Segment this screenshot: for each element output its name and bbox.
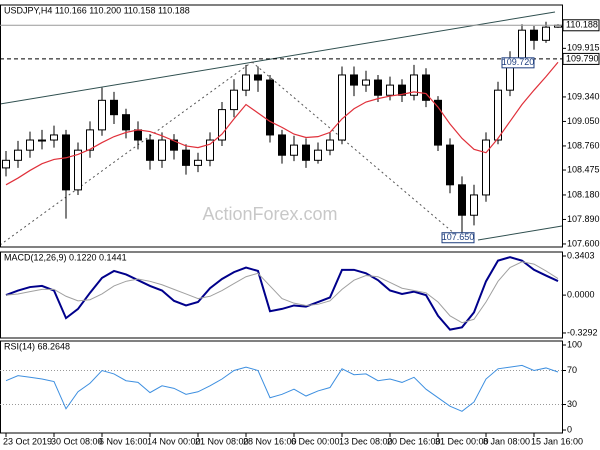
annotation-box	[501, 57, 535, 69]
candle-body	[122, 114, 130, 131]
level-box	[562, 52, 600, 65]
pane-frame	[0, 4, 563, 248]
y-tick-label: 0	[567, 424, 572, 434]
y-tick-label: 100	[567, 339, 582, 349]
candle-body	[146, 139, 154, 161]
candle-body	[446, 144, 454, 186]
x-tick-label: 20 Dec 16:00	[387, 436, 441, 446]
y-tick-label: 108.180	[567, 189, 600, 199]
candle-body	[362, 79, 370, 86]
x-tick-label: 30 Oct 08:00	[51, 436, 103, 446]
pane-title: RSI(14) 68.2648	[4, 341, 70, 351]
indicator-line	[5, 261, 559, 324]
level-label: 109.790	[566, 53, 599, 63]
candle-body	[194, 159, 202, 166]
candle-body	[542, 26, 550, 41]
candle-body	[110, 99, 118, 116]
candle-body	[26, 139, 34, 151]
last-price-box	[562, 19, 600, 32]
x-tick-label: 6 Nov 16:00	[99, 436, 148, 446]
y-tick-label: -0.3292	[567, 327, 598, 337]
candle-body	[458, 184, 466, 216]
candle-body	[218, 109, 226, 141]
pane-title: USDJPY,H4 110.166 110.200 110.158 110.18…	[4, 5, 190, 15]
candle-body	[74, 149, 82, 191]
candle-body	[266, 79, 274, 136]
y-tick-label: 0.0000	[567, 289, 595, 299]
candle-body	[374, 79, 382, 96]
candle-body	[338, 74, 346, 141]
x-tick-label: 13 Dec 08:00	[339, 436, 393, 446]
y-tick-label: 108.760	[567, 140, 600, 150]
y-tick-label: 30	[567, 399, 577, 409]
candle-body	[398, 84, 406, 96]
candle-body	[494, 89, 502, 141]
y-tick-label: 109.340	[567, 91, 600, 101]
y-tick-label: 109.050	[567, 116, 600, 126]
candle-body	[350, 74, 358, 86]
annotation-label: 109.720	[502, 57, 535, 67]
candle-body	[170, 139, 178, 151]
x-tick-label: 23 Oct 2019	[3, 436, 52, 446]
candle-body	[230, 89, 238, 111]
candle-body	[530, 29, 538, 41]
indicator-line	[5, 364, 559, 412]
x-tick-label: 31 Dec 00:00	[435, 436, 489, 446]
candle-body	[158, 139, 166, 161]
y-tick-label: 0.3403	[567, 250, 595, 260]
candle-body	[254, 74, 262, 81]
annotation-box	[441, 232, 475, 244]
y-tick-label: 109.915	[567, 43, 600, 53]
candle-body	[302, 144, 310, 161]
candle-body	[290, 144, 298, 156]
fib-line	[251, 61, 463, 241]
candle-body	[314, 149, 322, 161]
x-tick-label: 21 Nov 08:00	[195, 436, 249, 446]
y-tick-label: 107.890	[567, 214, 600, 224]
candle-body	[98, 99, 106, 131]
indicator-line	[5, 256, 559, 331]
x-tick-label: 15 Jan 16:00	[531, 436, 583, 446]
candle-body	[38, 139, 46, 142]
candle-body	[14, 149, 22, 161]
x-tick-label: 8 Jan 08:00	[483, 436, 530, 446]
y-tick-label: 107.600	[567, 238, 600, 248]
candle-body	[2, 159, 10, 169]
y-tick-label: 108.475	[567, 164, 600, 174]
x-tick-label: 28 Nov 16:00	[243, 436, 297, 446]
candle-body	[410, 74, 418, 96]
x-tick-label: 6 Dec 00:00	[291, 436, 340, 446]
annotation-label: 107.650	[442, 232, 475, 242]
trend-line	[477, 225, 563, 241]
candle-body	[182, 149, 190, 166]
y-tick-label: 70	[567, 365, 577, 375]
candle-body	[62, 134, 70, 191]
candle-body	[470, 194, 478, 216]
pane-frame	[0, 340, 563, 434]
candle-body	[242, 74, 250, 91]
candle-body	[434, 99, 442, 146]
candle-body	[134, 129, 142, 141]
candle-body	[206, 139, 214, 161]
candle-body	[278, 134, 286, 156]
candle-body	[422, 74, 430, 101]
candle-body	[50, 134, 58, 141]
moving-average	[5, 61, 559, 186]
fib-line	[0, 61, 253, 246]
last-price-label: 110.188	[566, 20, 598, 30]
candle-body	[482, 139, 490, 196]
trend-line	[0, 11, 556, 105]
x-tick-label: 14 Nov 00:00	[147, 436, 201, 446]
candle-body	[326, 139, 334, 151]
candle-body	[518, 29, 526, 61]
candle-body	[386, 84, 394, 96]
pane-title: MACD(12,26,9) 0.1220 0.1441	[4, 252, 127, 262]
candle-body	[86, 129, 94, 151]
watermark: ActionForex.com	[202, 204, 337, 224]
